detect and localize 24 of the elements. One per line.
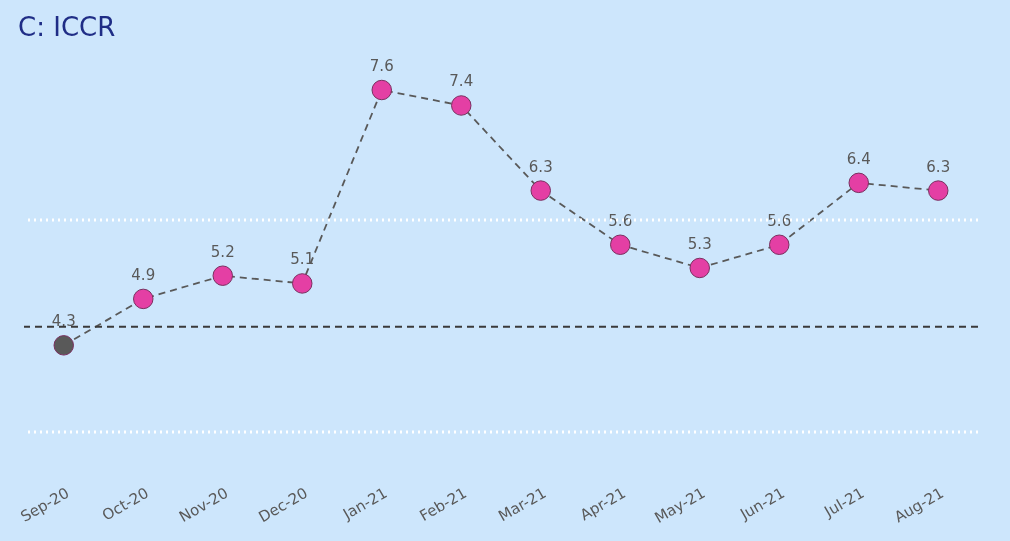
data-label: 5.2 <box>210 242 235 261</box>
data-label: 5.3 <box>687 234 712 253</box>
data-label: 4.3 <box>51 312 76 331</box>
point <box>610 234 631 255</box>
data-label: 6.4 <box>846 149 871 168</box>
data-label: 6.3 <box>528 157 553 176</box>
point <box>451 95 472 116</box>
point <box>53 335 74 356</box>
data-label: 5.1 <box>290 250 315 269</box>
point <box>133 288 154 310</box>
point <box>769 234 790 255</box>
point <box>928 180 949 201</box>
point <box>530 180 551 201</box>
point <box>212 265 233 286</box>
chart-title: C: ICCR <box>18 12 116 42</box>
point <box>689 257 710 279</box>
data-label: 5.6 <box>608 211 633 230</box>
point <box>848 172 869 194</box>
data-label: 7.4 <box>449 72 474 91</box>
data-label: 6.3 <box>926 157 951 176</box>
point <box>292 273 313 294</box>
data-label: 4.9 <box>131 265 156 284</box>
data-label: 7.6 <box>369 57 394 75</box>
point <box>371 79 392 101</box>
